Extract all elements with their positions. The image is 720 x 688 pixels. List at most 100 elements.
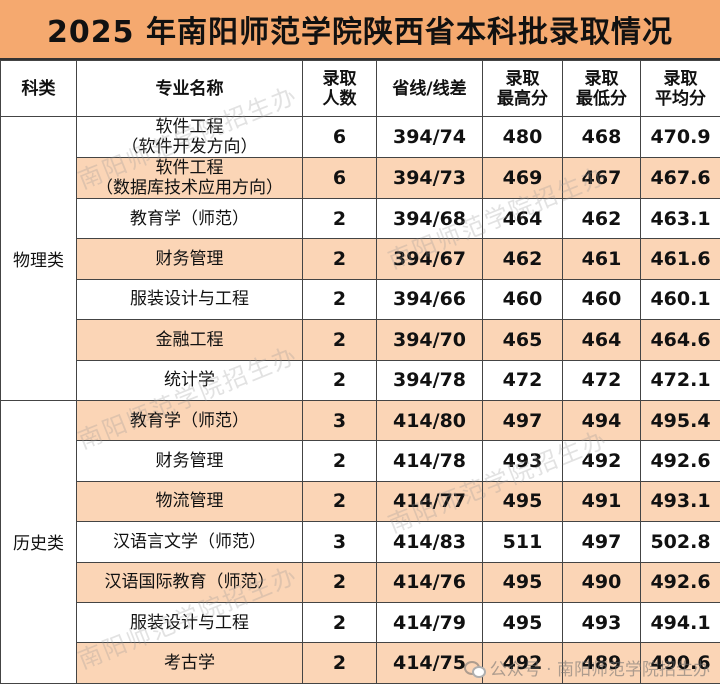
header-category: 科类 [0, 60, 77, 117]
major-name: 服装设计与工程 [130, 612, 249, 633]
major-direction: （数据库技术应用方向） [96, 178, 283, 198]
line-diff-cell: 414/78 [376, 440, 483, 482]
major-name: 物流管理 [155, 491, 224, 512]
major-cell: 物流管理 [76, 480, 303, 523]
count-cell: 2 [302, 319, 377, 361]
table-row: 汉语言文学（师范） 3 414/83 511 497 502.8 [1, 521, 720, 563]
max-score-cell: 495 [482, 561, 563, 603]
avg-score-cell: 502.8 [640, 521, 720, 563]
avg-score-cell: 494.1 [640, 601, 720, 644]
admission-table: 科类 专业名称 录取 人数 省线/线差 录取 最高分 录取 最低分 录取 平均分 物理类… [0, 60, 720, 684]
major-cell: 教育学（师范） [76, 399, 303, 442]
count-cell: 2 [302, 359, 377, 401]
max-score-cell: 480 [482, 116, 563, 158]
max-score-cell: 495 [482, 601, 563, 644]
major-name: 软件工程 [155, 158, 224, 179]
major-cell: 金融工程 [76, 319, 303, 361]
max-score-cell: 462 [482, 238, 563, 280]
avg-score-cell: 470.9 [640, 116, 720, 158]
major-cell: 汉语言文学（师范） [76, 521, 303, 563]
min-score-cell: 492 [562, 440, 641, 482]
major-name: 考古学 [164, 652, 215, 673]
header-major: 专业名称 [76, 60, 303, 117]
line-diff-cell: 414/76 [376, 561, 483, 603]
major-name: 软件工程 [155, 117, 224, 138]
major-cell: 服装设计与工程 [76, 601, 303, 644]
major-cell: 统计学 [76, 359, 303, 401]
table-row: 考古学 2 414/75 492 489 490.6 [1, 642, 720, 684]
avg-score-cell: 492.6 [640, 561, 720, 603]
table-row: 物理类 软件工程 （软件开发方向） 6 394/74 480 468 470.9 [0, 116, 720, 401]
count-cell: 6 [302, 116, 377, 158]
major-name: 教育学（师范） [130, 410, 249, 431]
min-score-cell: 493 [562, 601, 641, 644]
min-score-cell: 461 [562, 238, 641, 280]
footer-watermark-text: 公众号 · 南阳师范学院招生办 [489, 660, 710, 680]
line-diff-cell: 394/68 [376, 197, 483, 240]
min-score-cell: 490 [562, 561, 641, 603]
max-score-cell: 469 [482, 157, 563, 199]
min-score-cell: 497 [562, 521, 641, 563]
line-diff-cell: 414/80 [376, 399, 483, 442]
major-cell: 教育学（师范） [76, 197, 303, 240]
line-diff-cell: 394/66 [376, 278, 483, 321]
header-row: 科类 专业名称 录取 人数 省线/线差 录取 最高分 录取 最低分 录取 平均分 [0, 60, 720, 117]
page-title: 2025 年南阳师范学院陕西省本科批录取情况 [47, 15, 673, 50]
major-cell: 汉语国际教育（师范） [76, 561, 303, 603]
min-score-cell: 462 [562, 197, 641, 240]
footer-watermark: 公众号 · 南阳师范学院招生办 [463, 655, 710, 680]
min-score-cell: 467 [562, 157, 641, 199]
table-row: 财务管理 2 394/67 462 461 461.6 [1, 238, 720, 280]
category-cell: 历史类 [0, 399, 77, 684]
header-max: 录取 最高分 [482, 60, 563, 117]
table-row: 汉语国际教育（师范） 2 414/76 495 490 492.6 [1, 561, 720, 603]
count-cell: 2 [302, 480, 377, 523]
min-score-cell: 472 [562, 359, 641, 401]
table-row: 服装设计与工程 2 414/79 495 493 494.1 [1, 601, 720, 644]
table-row: 财务管理 2 414/78 493 492 492.6 [1, 440, 720, 482]
table-row: 物流管理 2 414/77 495 491 493.1 [1, 480, 720, 523]
count-cell: 3 [302, 399, 377, 442]
major-cell: 服装设计与工程 [76, 278, 303, 321]
min-score-cell: 489 [562, 642, 641, 684]
major-cell: 财务管理 [76, 440, 303, 482]
header-avg: 录取 平均分 [640, 60, 720, 117]
max-score-cell: 464 [482, 197, 563, 240]
title-banner: 2025 年南阳师范学院陕西省本科批录取情况 [0, 0, 720, 60]
line-diff-cell: 414/77 [376, 480, 483, 523]
major-name: 汉语言文学（师范） [113, 531, 266, 552]
max-score-cell: 497 [482, 399, 563, 442]
avg-score-cell: 460.1 [640, 278, 720, 321]
wechat-icon [463, 660, 486, 678]
table-row: 服装设计与工程 2 394/66 460 460 460.1 [1, 278, 720, 321]
line-diff-cell: 414/83 [376, 521, 483, 563]
table-row: 历史类 教育学（师范） 3 414/80 497 494 495.4 [0, 399, 720, 684]
major-cell: 财务管理 [76, 238, 303, 280]
min-score-cell: 464 [562, 319, 641, 361]
header-min: 录取 最低分 [562, 60, 641, 117]
line-diff-cell: 394/67 [376, 238, 483, 280]
min-score-cell: 468 [562, 116, 641, 158]
avg-score-cell: 472.1 [640, 359, 720, 401]
max-score-cell: 472 [482, 359, 563, 401]
major-cell: 考古学 [76, 642, 303, 684]
avg-score-cell: 467.6 [640, 157, 720, 199]
major-name: 统计学 [164, 370, 215, 391]
major-name: 教育学（师范） [130, 208, 249, 229]
header-line-diff: 省线/线差 [376, 60, 483, 117]
count-cell: 2 [302, 197, 377, 240]
count-cell: 2 [302, 561, 377, 603]
min-score-cell: 494 [562, 399, 641, 442]
major-name: 汉语国际教育（师范） [104, 572, 275, 593]
major-name: 财务管理 [155, 249, 224, 270]
avg-score-cell: 490.6 [640, 642, 720, 684]
line-diff-cell: 394/78 [376, 359, 483, 401]
count-cell: 2 [302, 238, 377, 280]
count-cell: 2 [302, 278, 377, 321]
count-cell: 2 [302, 601, 377, 644]
count-cell: 6 [302, 157, 377, 199]
max-score-cell: 495 [482, 480, 563, 523]
major-name: 财务管理 [155, 451, 224, 472]
category-cell: 物理类 [0, 116, 77, 401]
count-cell: 2 [302, 440, 377, 482]
